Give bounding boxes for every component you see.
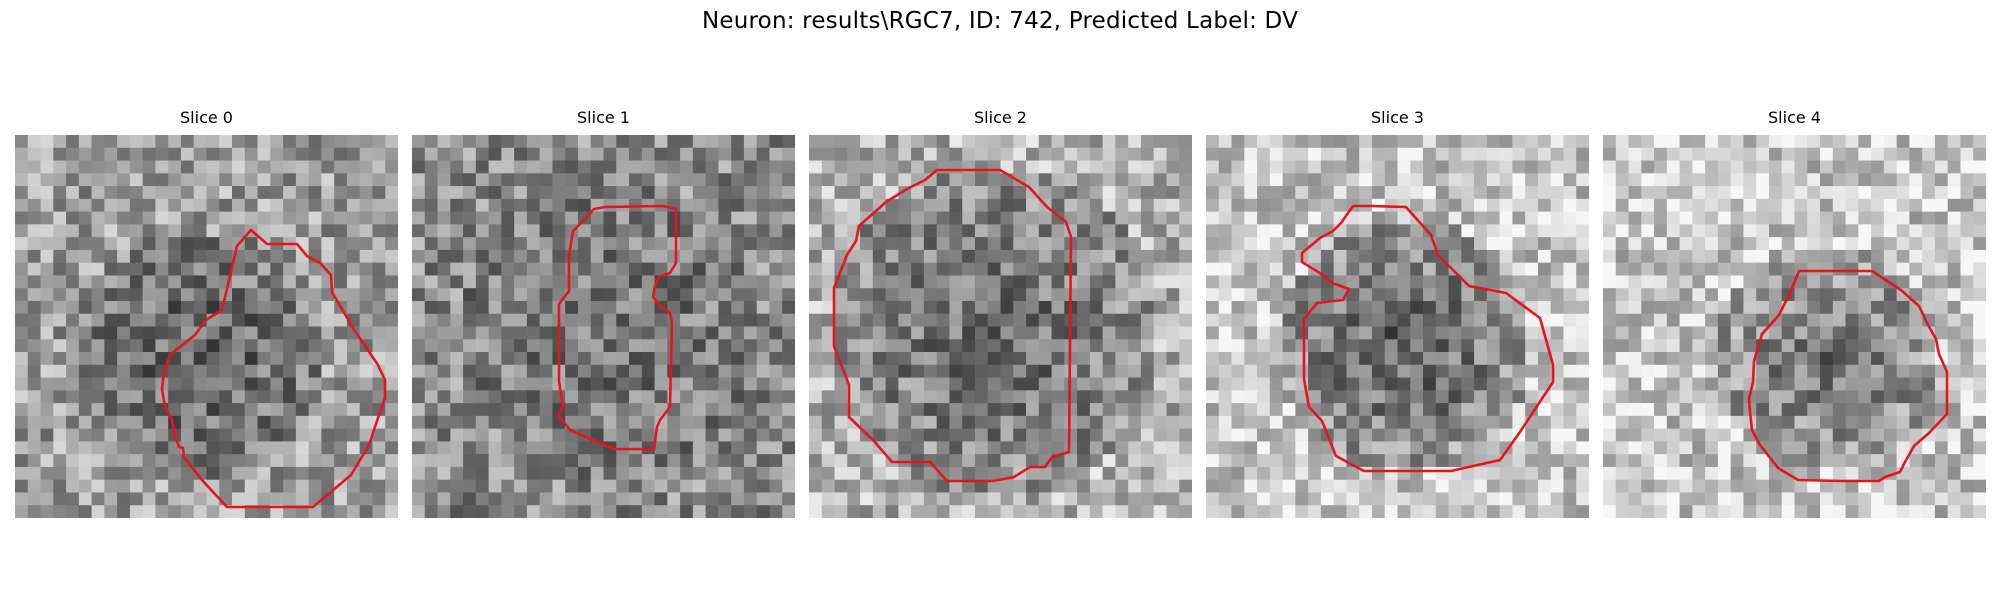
contour-outline	[1300, 204, 1555, 473]
contour-outline	[832, 168, 1073, 483]
slice-title: Slice 0	[180, 108, 233, 127]
figure-title: Neuron: results\RGC7, ID: 742, Predicted…	[701, 8, 1299, 34]
slice-title: Slice 1	[577, 108, 630, 127]
slice-title: Slice 2	[974, 108, 1027, 127]
slice-image	[412, 135, 795, 518]
slice-image	[15, 135, 398, 518]
slice-image	[1206, 135, 1589, 518]
slice-panel-4: Slice 4	[1603, 108, 1986, 528]
slice-panel-1: Slice 1	[412, 108, 795, 528]
slice-panel-3: Slice 3	[1206, 108, 1589, 528]
grayscale-pixels	[412, 135, 795, 518]
grayscale-pixels	[809, 135, 1192, 518]
grayscale-pixels	[1603, 135, 1986, 518]
slice-panel-2: Slice 2	[809, 108, 1192, 528]
slice-panel-0: Slice 0	[15, 108, 398, 528]
slice-image	[1603, 135, 1986, 518]
grayscale-pixels	[15, 135, 398, 518]
slice-title: Slice 4	[1768, 108, 1821, 127]
grayscale-pixels	[1206, 135, 1589, 518]
contour-outline	[160, 228, 387, 509]
contour-outline	[556, 204, 678, 451]
slice-image	[809, 135, 1192, 518]
slice-title: Slice 3	[1371, 108, 1424, 127]
contour-outline	[1747, 269, 1949, 483]
